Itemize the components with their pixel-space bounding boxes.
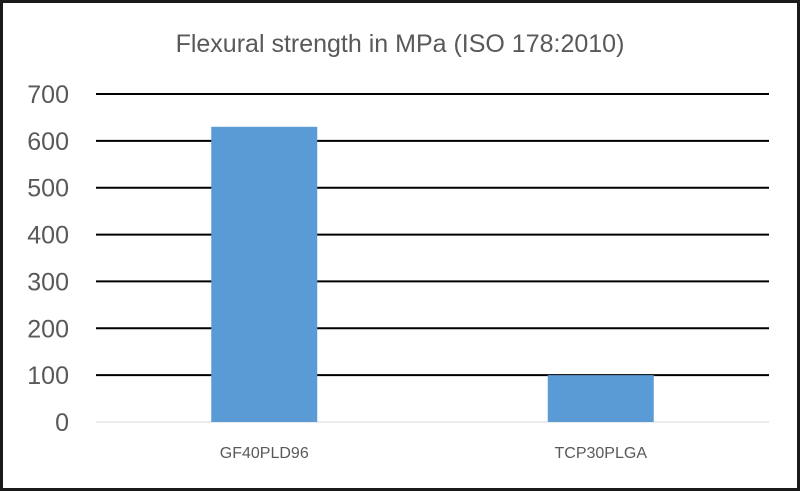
y-tick-labels: 0 100 200 300 400 500 600 700 [27, 81, 69, 437]
y-tick-label: 700 [27, 81, 69, 109]
y-tick-label: 500 [27, 175, 69, 203]
y-tick-label: 100 [27, 362, 69, 390]
bars [211, 126, 654, 423]
category-label: GF40PLD96 [220, 445, 309, 462]
y-tick-label: 0 [55, 409, 69, 437]
category-labels: GF40PLD96 TCP30PLGA [220, 445, 648, 462]
y-tick-label: 400 [27, 222, 69, 250]
bar-tcp30plga [547, 375, 654, 422]
gridlines [96, 93, 769, 423]
bar-gf40pld96 [211, 126, 318, 423]
y-tick-label: 300 [27, 268, 69, 296]
chart-title: Flexural strength in MPa (ISO 178:2010) [176, 30, 625, 58]
bar-chart: Flexural strength in MPa (ISO 178:2010) … [27, 30, 769, 462]
y-tick-label: 200 [27, 315, 69, 343]
y-tick-label: 600 [27, 128, 69, 156]
category-label: TCP30PLGA [555, 445, 648, 462]
